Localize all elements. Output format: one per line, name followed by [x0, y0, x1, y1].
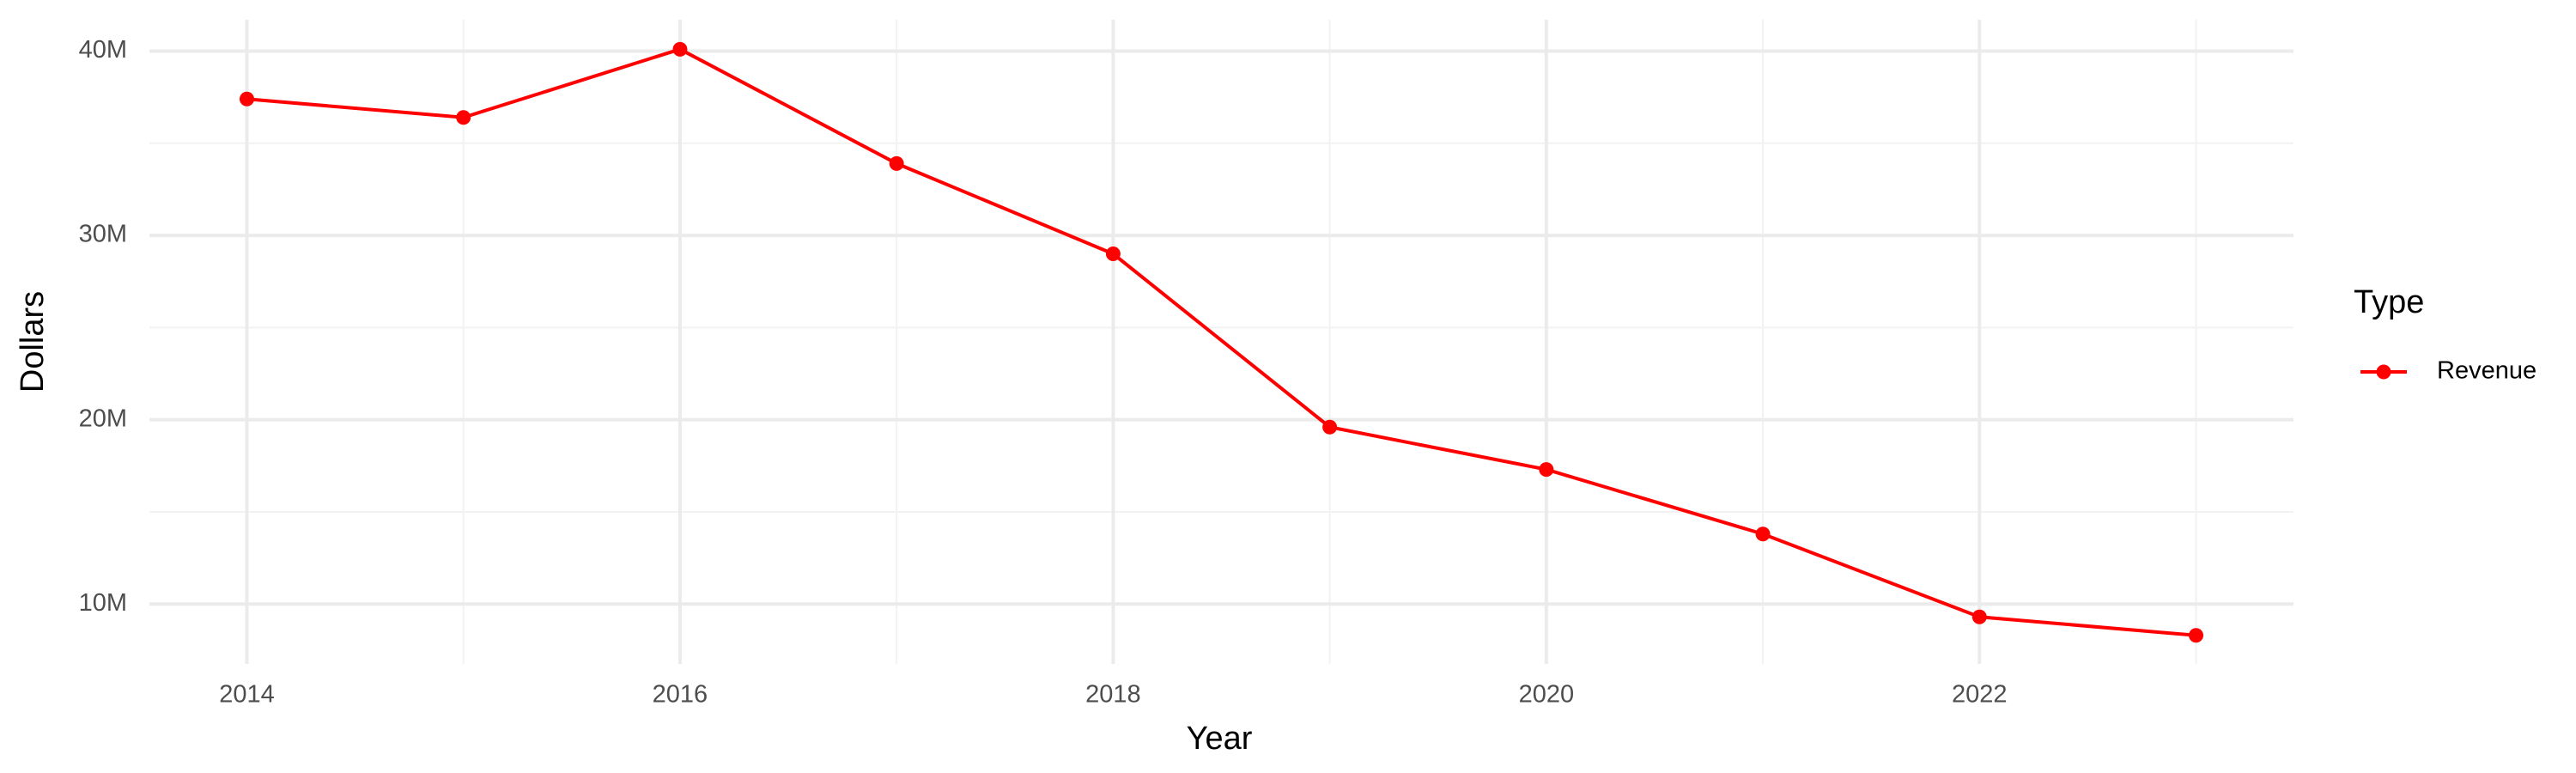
y-tick-label: 20M — [79, 405, 127, 432]
x-tick-label: 2022 — [1952, 681, 2008, 709]
x-tick-label: 2020 — [1519, 681, 1575, 709]
data-point — [672, 41, 688, 57]
legend-title: Type — [2354, 284, 2424, 320]
y-tick-label: 10M — [79, 589, 127, 617]
y-tick-label: 30M — [79, 221, 127, 248]
data-point — [2189, 628, 2203, 643]
data-point — [240, 91, 254, 107]
series-line — [246, 47, 2196, 637]
x-tick-label: 2018 — [1085, 681, 1141, 709]
legend-label: Revenue — [2437, 357, 2537, 385]
legend-key-point — [2376, 364, 2391, 380]
data-point — [1971, 609, 1987, 624]
y-axis-title: Dollars — [15, 291, 51, 393]
x-tick-label: 2014 — [219, 681, 275, 709]
data-point — [456, 110, 471, 125]
data-point — [1755, 526, 1771, 542]
x-axis-title: Year — [1187, 721, 1253, 757]
x-tick-label: 2016 — [653, 681, 708, 709]
y-tick-label: 40M — [79, 36, 127, 64]
data-point — [1105, 247, 1121, 262]
data-point — [1322, 419, 1338, 435]
data-point — [1539, 462, 1554, 478]
data-point — [889, 155, 904, 171]
